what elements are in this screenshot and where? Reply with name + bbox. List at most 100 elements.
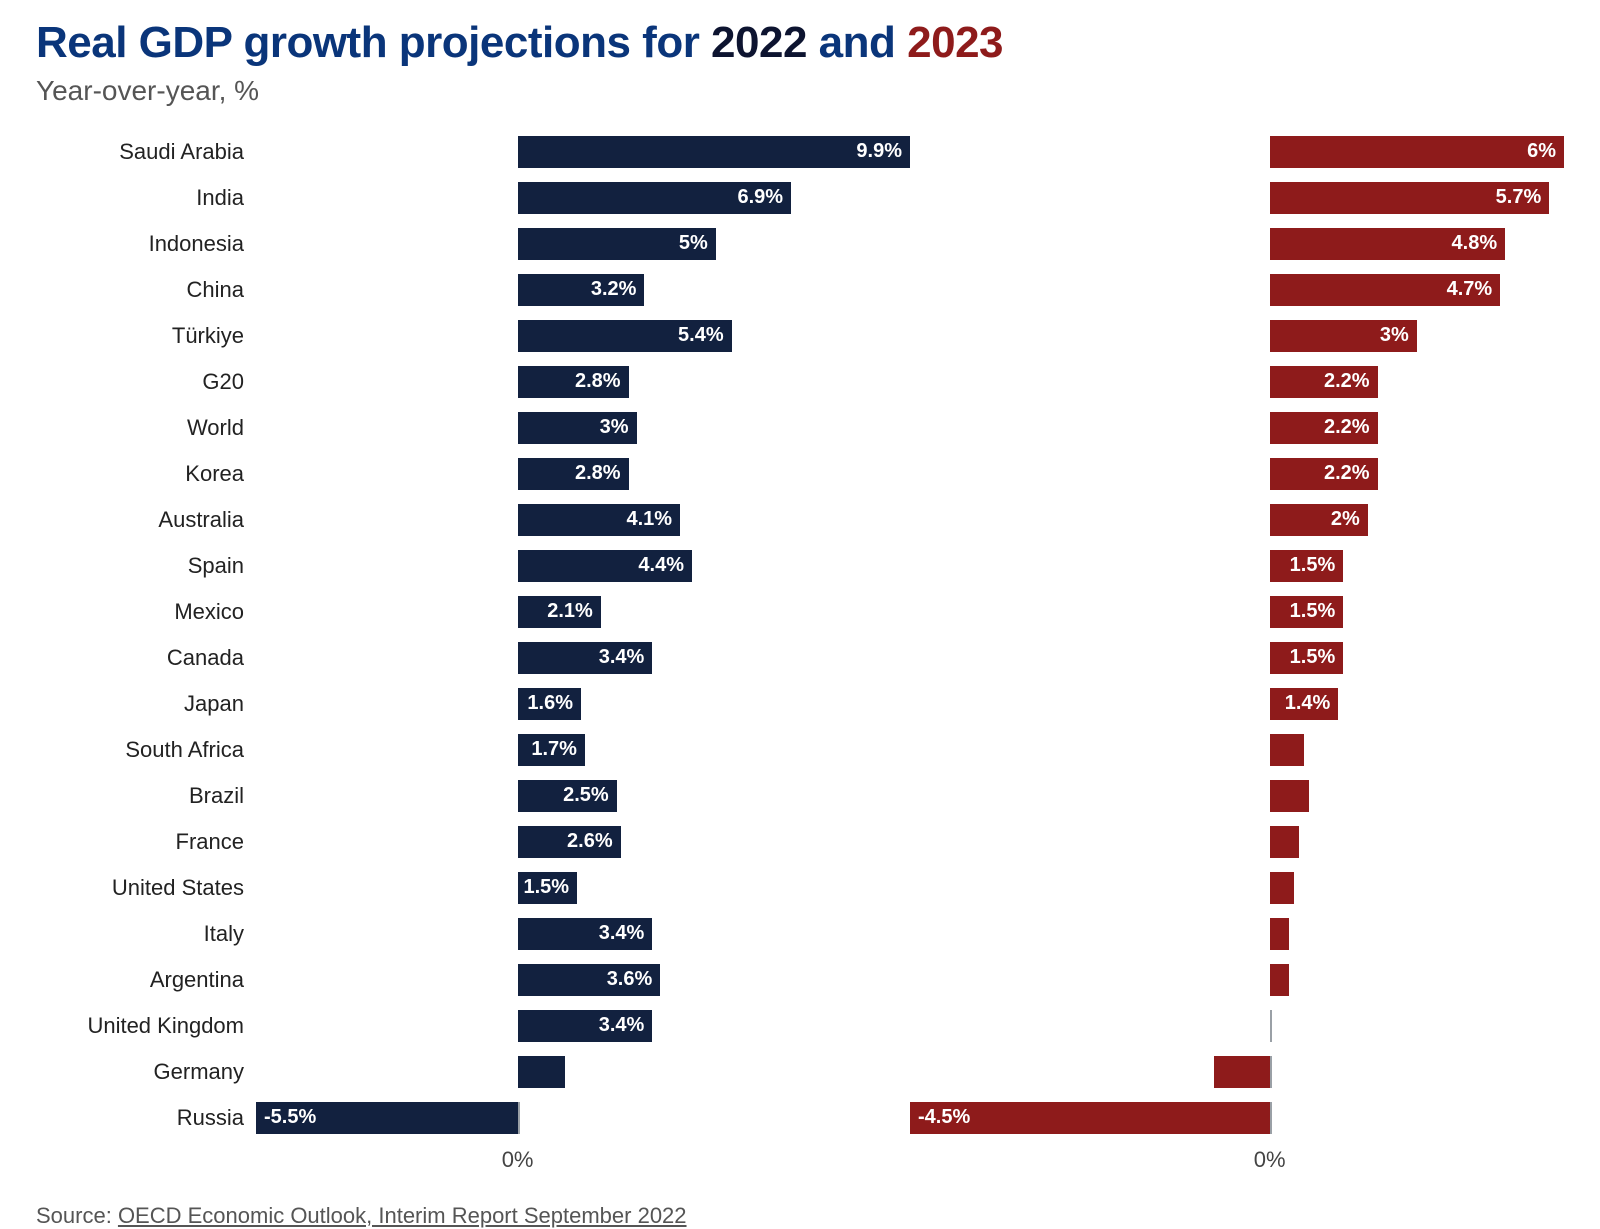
bar-cell-y2023: 1.5% [910,546,1564,586]
bar-value-label: 6.9% [729,186,791,209]
bar: 4.1% [518,504,681,536]
source-line: Source: OECD Economic Outlook, Interim R… [36,1203,1564,1229]
bar-cell-y2023: 2.2% [910,408,1564,448]
row-label: South Africa [36,737,256,763]
row-label: Türkiye [36,323,256,349]
bar: 2.8% [518,458,629,490]
source-link[interactable]: OECD Economic Outlook, Interim Report Se… [118,1203,687,1228]
row-label: Italy [36,921,256,947]
bar-cell-y2022: 5% [256,224,910,264]
bar-cell-y2023 [910,1006,1564,1046]
bar-cell-y2023: 5.7% [910,178,1564,218]
bar: 1.4% [1270,688,1339,720]
bar-cell-y2023: 2.2% [910,454,1564,494]
bar-cell-y2023 [910,730,1564,770]
bar-value-label: 9.9% [848,140,910,163]
bar [1270,964,1290,996]
bar: 3.4% [518,1010,653,1042]
bar: 2.5% [518,780,617,812]
row-label: Russia [36,1105,256,1131]
bar [1270,872,1295,904]
bar-value-label: 1.5% [1282,600,1344,623]
bar-cell-y2023 [910,960,1564,1000]
title-year-2022: 2022 [711,18,807,67]
bar-value-label: -4.5% [910,1106,978,1129]
bar-cell-y2022: 4.1% [256,500,910,540]
bar-cell-y2023 [910,914,1564,954]
bar: 2.2% [1270,412,1378,444]
bar-cell-y2023: 2% [910,500,1564,540]
bar-value-label: 4.7% [1439,278,1501,301]
title-sep: and [807,18,907,67]
bar-cell-y2023: 3% [910,316,1564,356]
bar: 4.8% [1270,228,1505,260]
bar: 3% [1270,320,1417,352]
bar-value-label: 2% [1323,508,1368,531]
bar: 1.5% [1270,642,1344,674]
bar [1270,826,1299,858]
chart-subtitle: Year-over-year, % [36,75,1564,107]
bar-value-label: 2.5% [555,784,617,807]
bar-cell-y2022: 2.8% [256,454,910,494]
bar: -5.5% [256,1102,518,1134]
row-label: Spain [36,553,256,579]
bar-cell-y2023: 1.5% [910,592,1564,632]
bar: 1.7% [518,734,585,766]
bar: 4.4% [518,550,692,582]
bar: 3.4% [518,918,653,950]
bar-value-label: 2.6% [559,830,621,853]
bar-cell-y2023: 4.7% [910,270,1564,310]
bar-cell-y2022: 5.4% [256,316,910,356]
bar-value-label: 5% [671,232,716,255]
title-year-2023: 2023 [907,18,1003,67]
chart-title: Real GDP growth projections for 2022 and… [36,18,1564,69]
bar-cell-y2022: 1.6% [256,684,910,724]
row-label: Saudi Arabia [36,139,256,165]
bar-cell-y2023 [910,776,1564,816]
bar: 2.6% [518,826,621,858]
bar: 2.2% [1270,458,1378,490]
bar: 1.5% [518,872,577,904]
row-label: Canada [36,645,256,671]
bar-value-label: 4.1% [619,508,681,531]
bar-value-label: 3.4% [591,646,653,669]
bar: 6% [1270,136,1564,168]
row-label: G20 [36,369,256,395]
bar-value-label: 5.4% [670,324,732,347]
bar-value-label: 3.4% [591,1014,653,1037]
bar: 6.9% [518,182,791,214]
bar: 1.5% [1270,550,1344,582]
bar-value-label: 4.4% [630,554,692,577]
bar-value-label: 1.7% [523,738,585,761]
bar: 5.7% [1270,182,1550,214]
bar-cell-y2022 [256,1052,910,1092]
bar-cell-y2022: 3.4% [256,914,910,954]
bar-cell-y2022: -5.5% [256,1098,910,1138]
bar-cell-y2023 [910,868,1564,908]
bar-cell-y2023 [910,1052,1564,1092]
axis-zero-label: 0% [1254,1147,1286,1173]
bar [1270,918,1290,950]
bar-value-label: -5.5% [256,1106,324,1129]
bar: 1.6% [518,688,581,720]
bar [1214,1056,1270,1088]
bar-value-label: 6% [1519,140,1564,163]
bar-cell-y2022: 2.5% [256,776,910,816]
bar: 9.9% [518,136,910,168]
chart-area: Saudi Arabia9.9%6%India6.9%5.7%Indonesia… [36,129,1564,1177]
bar-value-label: 2.2% [1316,416,1378,439]
bar-cell-y2022: 9.9% [256,132,910,172]
bar-cell-y2023: 4.8% [910,224,1564,264]
bar-cell-y2022: 1.7% [256,730,910,770]
axis-cell-y2022: 0% [256,1141,910,1177]
bar-cell-y2022: 3.4% [256,638,910,678]
bar-value-label: 3% [1372,324,1417,347]
bar: 5% [518,228,716,260]
bar-cell-y2023 [910,822,1564,862]
bar [1270,734,1304,766]
bar: 2% [1270,504,1368,536]
bar-cell-y2023: -4.5% [910,1098,1564,1138]
bar-value-label: 2.2% [1316,462,1378,485]
bar-cell-y2022: 6.9% [256,178,910,218]
bar: 2.8% [518,366,629,398]
